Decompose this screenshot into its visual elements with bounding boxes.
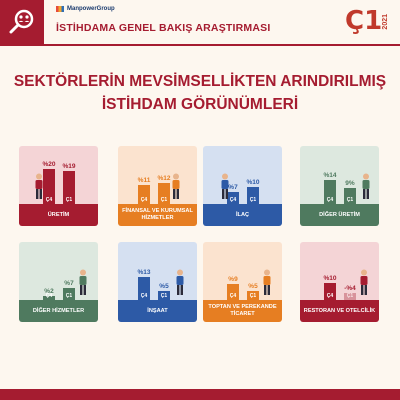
title-line-2: İSTİHDAM GÖRÜNÜMLERİ — [101, 96, 299, 113]
sector-card: Ç4 %14 Ç1 9% DİĞER ÜRETİM — [300, 146, 379, 226]
value-label: %20 — [42, 161, 56, 168]
sector-card: Ç4 %13 Ç1 %5 İNŞAAT — [118, 242, 197, 322]
value-label: %2 — [44, 288, 54, 295]
bar-quarter-label: Ç1 — [65, 197, 73, 203]
bar-quarter-label: Ç4 — [326, 293, 334, 299]
bar: Ç4 — [138, 277, 150, 300]
worker-illustration — [261, 269, 273, 300]
worker-illustration — [33, 173, 45, 204]
sector-label: FİNANSAL VE KURUMSAL HİZMETLER — [118, 204, 197, 226]
bar: Ç1 — [247, 186, 259, 204]
sector-label: İLAÇ — [203, 204, 282, 226]
sector-label: DİĞER HİZMETLER — [19, 300, 98, 322]
sector-card: Ç4 %10 Ç1 -%4 RESTORAN VE OTELCİLİK — [300, 242, 379, 322]
sector-label: DİĞER ÜRETİM — [300, 204, 379, 226]
header: ManpowerGroup İSTİHDAMA GENEL BAKIŞ ARAŞ… — [0, 0, 400, 46]
bar-quarter-label: Ç4 — [140, 197, 148, 203]
bar: Ç1 — [344, 293, 356, 300]
sector-card: Ç4 %2 Ç1 %7 DİĞER HİZMETLER — [19, 242, 98, 322]
value-label: %7 — [64, 279, 74, 287]
value-label: %7 — [228, 183, 238, 191]
value-label: %13 — [137, 269, 151, 277]
bar-quarter-label: Ç4 — [229, 197, 237, 203]
header-title: İSTİHDAMA GENEL BAKIŞ ARAŞTIRMASI — [56, 22, 271, 34]
sector-card: Ç4 %9 Ç1 %5 TOPTAN VE PEREKANDE TİCARET — [203, 242, 282, 322]
value-label: -%4 — [344, 285, 356, 292]
header-divider — [0, 44, 400, 46]
footer-bar — [0, 389, 400, 400]
worker-illustration — [174, 269, 186, 300]
value-label: %14 — [323, 171, 337, 179]
sector-card: Ç4 %20 Ç1 %19 ÜRETİM — [19, 146, 98, 226]
bar: Ç4 — [324, 179, 336, 204]
bar-quarter-label: Ç4 — [326, 197, 334, 203]
bar: Ç4 — [43, 169, 55, 204]
sector-card: Ç4 %7 Ç1 %10 İLAÇ — [203, 146, 282, 226]
bar-quarter-label: Ç4 — [229, 293, 237, 299]
worker-illustration — [360, 173, 372, 204]
bar-quarter-label: Ç1 — [346, 293, 354, 299]
bar-quarter-label: Ç1 — [65, 293, 73, 299]
value-label: %5 — [159, 283, 169, 291]
bar-quarter-label: Ç4 — [140, 293, 148, 299]
brand-name: ManpowerGroup — [67, 6, 115, 12]
value-label: 9% — [345, 180, 355, 188]
bar: Ç4 — [43, 293, 55, 300]
bar-quarter-label: Ç4 — [45, 197, 53, 203]
bar-quarter-label: Ç1 — [346, 197, 354, 203]
value-label: %9 — [228, 276, 238, 284]
bar-quarter-label: Ç4 — [45, 293, 53, 299]
worker-illustration — [77, 269, 89, 300]
worker-illustration — [219, 173, 231, 204]
value-label: %11 — [137, 176, 151, 184]
bar: Ç1 — [247, 291, 259, 300]
worker-illustration — [170, 173, 182, 204]
bar: Ç1 — [344, 188, 356, 204]
page-title: SEKTÖRLERİN MEVSİMSELLİKTEN ARINDIRILMIŞ… — [0, 70, 400, 116]
bar: Ç1 — [63, 287, 75, 300]
year-label: 2021 — [382, 14, 389, 30]
bar: Ç1 — [158, 183, 170, 204]
sector-label: İNŞAAT — [118, 300, 197, 322]
bar: Ç4 — [138, 184, 150, 204]
bar-quarter-label: Ç1 — [160, 197, 168, 203]
bar: Ç4 — [227, 284, 239, 300]
bar: Ç4 — [227, 191, 239, 204]
value-label: %10 — [246, 178, 260, 186]
bar: Ç1 — [158, 291, 170, 300]
value-label: %10 — [323, 274, 337, 282]
value-label: %12 — [157, 175, 171, 182]
sector-label: RESTORAN VE OTELCİLİK — [300, 300, 379, 322]
bar-quarter-label: Ç1 — [249, 293, 257, 299]
value-label: %5 — [248, 283, 258, 291]
sector-label: ÜRETİM — [19, 204, 98, 226]
search-people-icon — [0, 0, 44, 44]
sector-label: TOPTAN VE PEREKANDE TİCARET — [203, 300, 282, 322]
manpower-logo: ManpowerGroup — [56, 6, 115, 12]
bar-quarter-label: Ç1 — [160, 293, 168, 299]
title-line-1: SEKTÖRLERİN MEVSİMSELLİKTEN ARINDIRILMIŞ — [13, 73, 387, 90]
bar: Ç4 — [324, 282, 336, 300]
quarter-label: Ç1 — [345, 6, 383, 36]
bar: Ç1 — [63, 170, 75, 204]
value-label: %19 — [62, 162, 76, 170]
sector-card: Ç4 %11 Ç1 %12 FİNANSAL VE KURUMSAL HİZMETLER — [118, 146, 197, 226]
worker-illustration — [358, 269, 370, 300]
brand-mark-icon — [56, 6, 64, 12]
bar-quarter-label: Ç1 — [249, 197, 257, 203]
